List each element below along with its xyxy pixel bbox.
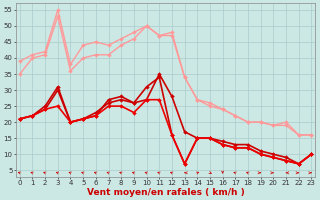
X-axis label: Vent moyen/en rafales ( km/h ): Vent moyen/en rafales ( km/h ) [87, 188, 244, 197]
